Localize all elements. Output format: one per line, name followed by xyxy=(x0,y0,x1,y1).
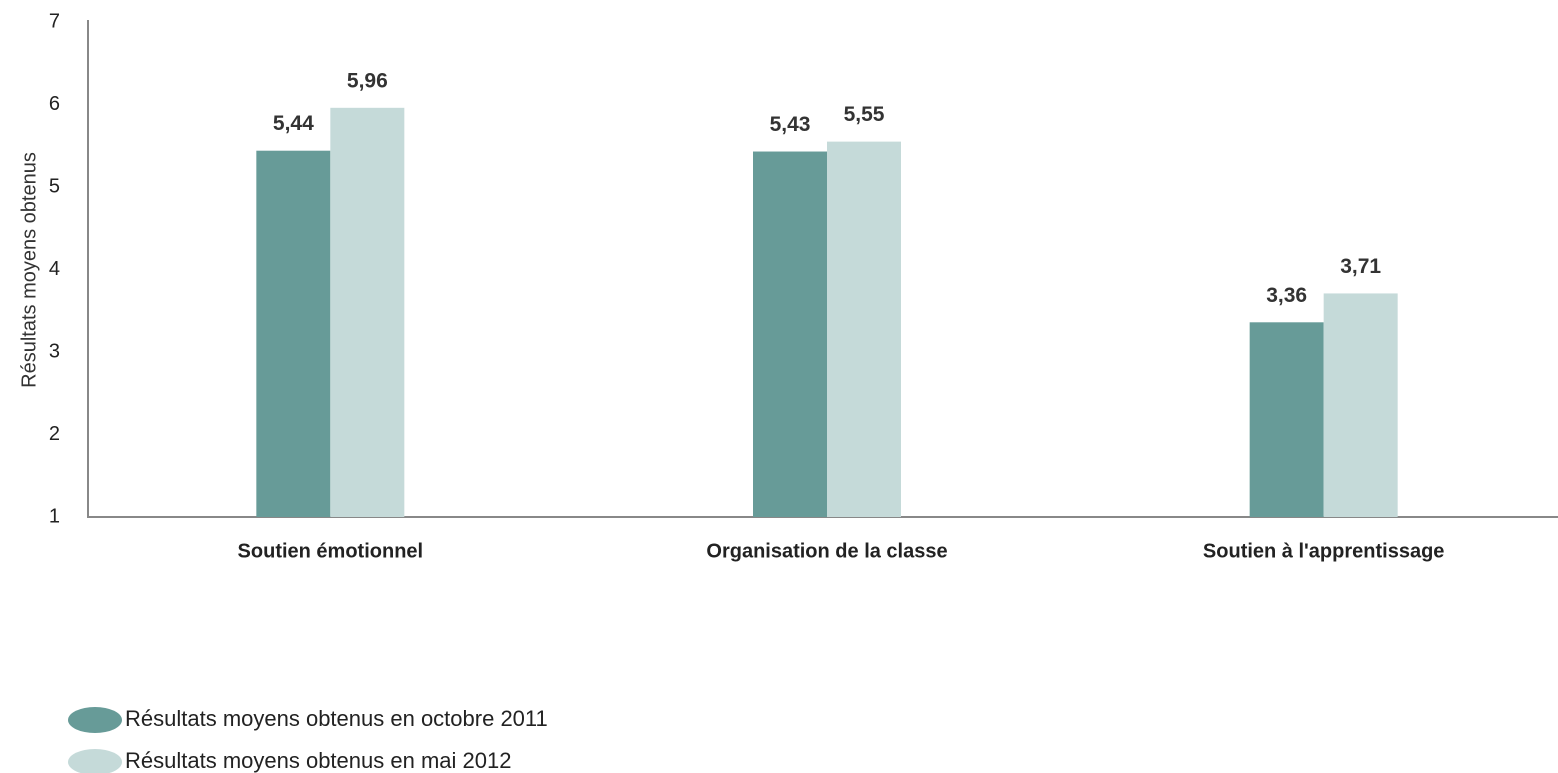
x-tick-label: Soutien émotionnel xyxy=(238,540,424,562)
bar xyxy=(753,151,827,517)
bar xyxy=(256,150,331,517)
y-tick-label: 5 xyxy=(49,175,60,197)
x-tick-label: Soutien à l'apprentissage xyxy=(1203,540,1444,562)
y-tick-label: 2 xyxy=(49,423,60,445)
y-tick-label: 3 xyxy=(49,340,60,362)
legend-swatch xyxy=(68,749,122,773)
y-tick-label: 6 xyxy=(49,93,60,115)
bar xyxy=(827,141,901,517)
y-axis-label: Résultats moyens obtenus xyxy=(18,152,40,388)
data-label: 5,43 xyxy=(770,113,811,136)
data-label: 5,55 xyxy=(844,103,885,126)
legend-swatch xyxy=(68,707,122,733)
bar xyxy=(1323,293,1398,517)
y-tick-label: 4 xyxy=(49,258,60,280)
legend-label: Résultats moyens obtenus en mai 2012 xyxy=(125,748,511,773)
data-label: 5,96 xyxy=(347,69,388,92)
legend-label: Résultats moyens obtenus en octobre 2011 xyxy=(125,706,548,731)
data-label: 3,36 xyxy=(1266,284,1307,307)
y-tick-label: 7 xyxy=(49,10,60,32)
x-tick-label: Organisation de la classe xyxy=(706,540,947,562)
data-label: 3,71 xyxy=(1340,255,1381,278)
bar xyxy=(330,107,405,518)
y-tick-label: 1 xyxy=(49,505,60,527)
bar xyxy=(1249,322,1324,517)
data-label: 5,44 xyxy=(273,112,314,135)
